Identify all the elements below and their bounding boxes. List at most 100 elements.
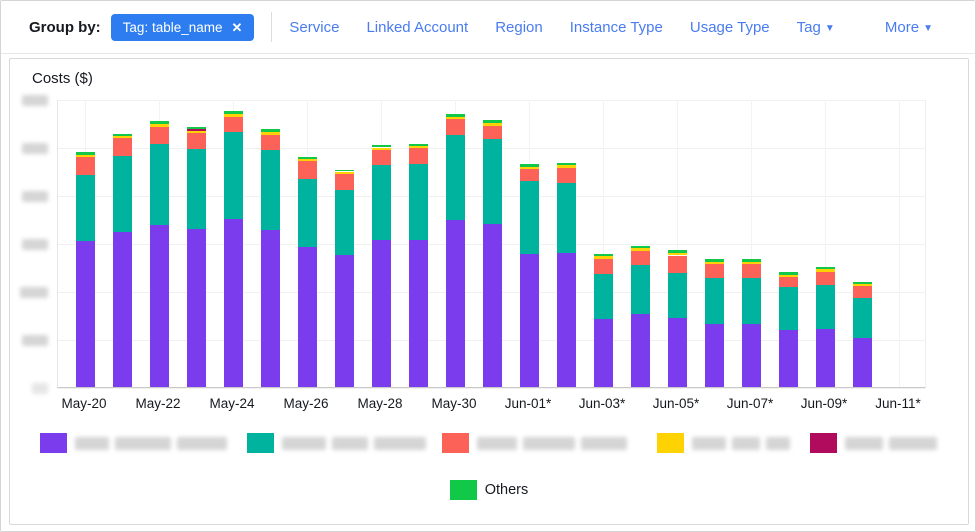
- bar-segment-may-24-others[interactable]: [224, 111, 243, 115]
- bar-segment-may-20-series-3-red[interactable]: [76, 157, 95, 175]
- bar-segment-jun-06-others[interactable]: [705, 259, 724, 262]
- bar-segment-may-22-series-4-yellow[interactable]: [150, 124, 169, 127]
- groupby-link-service[interactable]: Service: [289, 19, 339, 36]
- bar-segment-may-28-series-4-yellow[interactable]: [372, 148, 391, 150]
- bar-segment-jun-02-others[interactable]: [557, 163, 576, 165]
- groupby-link-tag[interactable]: Tag▼: [797, 19, 835, 36]
- bar-segment-jun-07-series-2-teal[interactable]: [742, 278, 761, 324]
- bar-segment-jun-08-series-2-teal[interactable]: [779, 287, 798, 330]
- bar-segment-may-30-series-4-yellow[interactable]: [446, 117, 465, 119]
- bar-segment-may-24-series-3-red[interactable]: [224, 117, 243, 132]
- bar-segment-may-29-series-2-teal[interactable]: [409, 164, 428, 240]
- bar-segment-may-22-series-2-teal[interactable]: [150, 144, 169, 225]
- bar-segment-may-23-series-5-maroon[interactable]: [187, 129, 206, 131]
- bar-segment-jun-07-series-1-purple[interactable]: [742, 324, 761, 387]
- groupby-link-linked-account[interactable]: Linked Account: [366, 19, 468, 36]
- legend-item-series-3[interactable]: [442, 433, 627, 453]
- bar-segment-jun-10-series-1-purple[interactable]: [853, 338, 872, 387]
- bar-segment-jun-02-series-1-purple[interactable]: [557, 253, 576, 387]
- bar-segment-jun-10-others[interactable]: [853, 282, 872, 284]
- bar-segment-may-23-series-2-teal[interactable]: [187, 149, 206, 229]
- bar-segment-jun-09-series-2-teal[interactable]: [816, 285, 835, 329]
- bar-segment-jun-04-series-3-red[interactable]: [631, 251, 650, 265]
- bar-segment-jun-07-series-3-red[interactable]: [742, 264, 761, 277]
- bar-segment-jun-02-series-3-red[interactable]: [557, 168, 576, 183]
- bar-segment-jun-04-series-4-yellow[interactable]: [631, 248, 650, 251]
- bar-segment-jun-01-series-4-yellow[interactable]: [520, 167, 539, 169]
- groupby-link-instance-type[interactable]: Instance Type: [570, 19, 663, 36]
- bar-segment-jun-07-others[interactable]: [742, 259, 761, 262]
- bar-segment-jun-05-others[interactable]: [668, 250, 687, 253]
- bar-segment-jun-09-series-4-yellow[interactable]: [816, 269, 835, 271]
- bar-segment-jun-10-series-3-red[interactable]: [853, 286, 872, 298]
- legend-item-series-5[interactable]: [810, 433, 937, 453]
- bar-segment-jun-05-series-3-red[interactable]: [668, 256, 687, 273]
- bar-segment-may-28-series-2-teal[interactable]: [372, 165, 391, 240]
- bar-segment-jun-10-series-2-teal[interactable]: [853, 298, 872, 338]
- chip-close-icon[interactable]: ✕: [232, 21, 243, 34]
- bar-segment-may-24-series-4-yellow[interactable]: [224, 114, 243, 117]
- bar-segment-may-29-others[interactable]: [409, 144, 428, 146]
- bar-segment-may-25-series-4-yellow[interactable]: [261, 132, 280, 134]
- bar-segment-may-30-series-1-purple[interactable]: [446, 220, 465, 387]
- legend-item-series-4[interactable]: [657, 433, 790, 453]
- bar-segment-may-26-series-2-teal[interactable]: [298, 179, 317, 247]
- bar-segment-jun-08-series-3-red[interactable]: [779, 277, 798, 287]
- bar-segment-jun-05-series-4-yellow[interactable]: [668, 253, 687, 255]
- bar-segment-jun-09-series-3-red[interactable]: [816, 272, 835, 285]
- bar-segment-may-28-others[interactable]: [372, 145, 391, 147]
- bar-segment-may-29-series-3-red[interactable]: [409, 148, 428, 163]
- bar-segment-jun-04-series-2-teal[interactable]: [631, 265, 650, 313]
- bar-segment-may-20-series-2-teal[interactable]: [76, 175, 95, 241]
- bar-segment-may-21-series-4-yellow[interactable]: [113, 136, 132, 138]
- bar-segment-may-27-others[interactable]: [335, 170, 354, 172]
- bar-segment-may-31-series-2-teal[interactable]: [483, 139, 502, 224]
- bar-segment-may-21-series-1-purple[interactable]: [113, 232, 132, 387]
- bar-segment-may-22-others[interactable]: [150, 121, 169, 124]
- bar-segment-jun-08-series-4-yellow[interactable]: [779, 275, 798, 277]
- bar-segment-may-25-series-2-teal[interactable]: [261, 150, 280, 230]
- bar-segment-may-30-series-2-teal[interactable]: [446, 135, 465, 220]
- bar-segment-jun-05-series-2-teal[interactable]: [668, 273, 687, 319]
- bar-segment-may-29-series-4-yellow[interactable]: [409, 146, 428, 148]
- bar-segment-may-23-series-4-yellow[interactable]: [187, 131, 206, 133]
- bar-segment-may-25-others[interactable]: [261, 129, 280, 132]
- bar-segment-jun-03-series-4-yellow[interactable]: [594, 256, 613, 258]
- bar-segment-jun-02-series-2-teal[interactable]: [557, 183, 576, 254]
- bar-segment-jun-06-series-2-teal[interactable]: [705, 278, 724, 324]
- bar-segment-may-20-others[interactable]: [76, 152, 95, 155]
- bar-segment-may-27-series-4-yellow[interactable]: [335, 172, 354, 174]
- legend-item-series-2[interactable]: [247, 433, 426, 453]
- bar-segment-may-24-series-2-teal[interactable]: [224, 132, 243, 219]
- bar-segment-may-24-series-1-purple[interactable]: [224, 219, 243, 387]
- bar-segment-jun-01-others[interactable]: [520, 164, 539, 167]
- bar-segment-may-26-series-4-yellow[interactable]: [298, 159, 317, 161]
- bar-segment-may-21-others[interactable]: [113, 134, 132, 136]
- bar-segment-jun-03-series-3-red[interactable]: [594, 259, 613, 274]
- bar-segment-jun-08-series-1-purple[interactable]: [779, 330, 798, 387]
- bar-segment-may-20-series-4-yellow[interactable]: [76, 155, 95, 157]
- bar-segment-may-30-others[interactable]: [446, 114, 465, 116]
- bar-segment-jun-10-series-4-yellow[interactable]: [853, 284, 872, 286]
- bar-segment-may-27-series-1-purple[interactable]: [335, 255, 354, 387]
- bar-segment-may-31-series-3-red[interactable]: [483, 126, 502, 139]
- groupby-link-usage-type[interactable]: Usage Type: [690, 19, 770, 36]
- bar-segment-jun-06-series-1-purple[interactable]: [705, 324, 724, 387]
- bar-segment-may-27-series-2-teal[interactable]: [335, 190, 354, 255]
- bar-segment-may-26-series-3-red[interactable]: [298, 161, 317, 178]
- bar-segment-may-20-series-1-purple[interactable]: [76, 241, 95, 387]
- bar-segment-may-22-series-3-red[interactable]: [150, 127, 169, 144]
- bar-segment-may-23-series-3-red[interactable]: [187, 133, 206, 149]
- legend-item-series-1[interactable]: [40, 433, 227, 453]
- bar-segment-jun-05-series-1-purple[interactable]: [668, 318, 687, 387]
- bar-segment-may-31-series-4-yellow[interactable]: [483, 123, 502, 126]
- bar-segment-may-23-others[interactable]: [187, 127, 206, 129]
- bar-segment-jun-09-others[interactable]: [816, 267, 835, 269]
- bar-segment-jun-03-series-1-purple[interactable]: [594, 319, 613, 387]
- bar-segment-jun-04-others[interactable]: [631, 246, 650, 248]
- bar-segment-jun-02-series-4-yellow[interactable]: [557, 165, 576, 167]
- bar-segment-jun-06-series-3-red[interactable]: [705, 264, 724, 277]
- bar-segment-jun-03-others[interactable]: [594, 254, 613, 257]
- bar-segment-jun-01-series-2-teal[interactable]: [520, 181, 539, 254]
- bar-segment-jun-03-series-2-teal[interactable]: [594, 274, 613, 320]
